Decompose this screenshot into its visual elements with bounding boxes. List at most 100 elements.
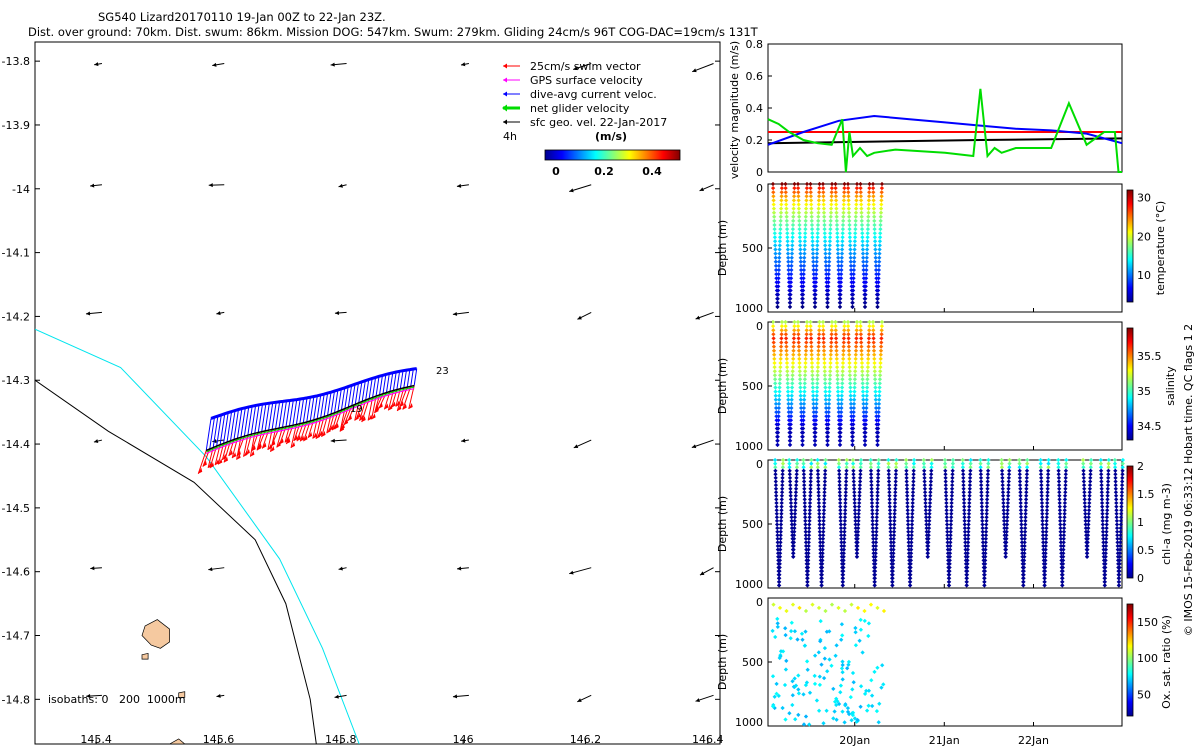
swim-vector-head bbox=[334, 423, 339, 430]
swim-vector-head bbox=[250, 450, 255, 457]
profile-point bbox=[848, 393, 853, 398]
profile-point bbox=[773, 482, 779, 488]
profile-point bbox=[870, 525, 875, 531]
profile-point bbox=[853, 344, 859, 349]
profile-point bbox=[876, 267, 882, 273]
oxygen-point bbox=[778, 649, 784, 654]
profile-point bbox=[923, 511, 929, 516]
profile-point bbox=[1105, 482, 1111, 488]
profile-point bbox=[865, 377, 870, 382]
sfc-velocity-arrow-head bbox=[334, 310, 340, 315]
profile-point bbox=[797, 373, 803, 378]
profile-point bbox=[840, 373, 845, 378]
profile-point bbox=[1099, 472, 1104, 477]
profile-point bbox=[892, 497, 898, 502]
profile-point bbox=[776, 276, 781, 281]
profile-point bbox=[778, 369, 783, 374]
profile-point bbox=[837, 486, 842, 491]
profile-point bbox=[777, 579, 782, 585]
profile-point bbox=[1021, 579, 1026, 585]
profile-point bbox=[823, 243, 828, 248]
profile-point bbox=[844, 475, 849, 481]
profile-point bbox=[1022, 543, 1027, 549]
profile-point bbox=[791, 540, 797, 545]
legend-item-swim: 25cm/s swim vector bbox=[503, 60, 641, 73]
profile-point bbox=[966, 508, 972, 513]
profile-point bbox=[864, 393, 869, 398]
profile-point bbox=[797, 231, 802, 236]
profile-point bbox=[1019, 543, 1025, 549]
profile-point bbox=[978, 468, 983, 473]
profile-point bbox=[877, 239, 883, 244]
oxygen-point bbox=[858, 684, 864, 689]
profile-point bbox=[838, 504, 843, 509]
profile-point bbox=[771, 202, 776, 207]
profile-point bbox=[873, 385, 878, 390]
oxygen-point bbox=[812, 681, 818, 687]
profile-point bbox=[778, 344, 784, 349]
profile-point bbox=[869, 504, 875, 509]
profile-point bbox=[809, 364, 815, 370]
profile-point bbox=[826, 414, 831, 419]
profile-point bbox=[821, 344, 827, 349]
profile-point bbox=[868, 468, 874, 473]
profile-point bbox=[798, 389, 803, 394]
profile-point bbox=[848, 247, 853, 252]
profile-point bbox=[844, 457, 849, 463]
profile-point bbox=[865, 235, 870, 240]
profile-point bbox=[826, 401, 832, 407]
profile-point bbox=[1062, 500, 1068, 506]
map-ytick-label: -14.6 bbox=[2, 566, 30, 579]
profile-point bbox=[864, 263, 869, 269]
oxygen-point bbox=[796, 712, 801, 718]
profile-point bbox=[950, 468, 955, 473]
profile-point bbox=[909, 525, 915, 531]
profile-point bbox=[874, 511, 880, 516]
profile-point bbox=[865, 373, 870, 378]
profile-point bbox=[866, 206, 871, 211]
profile-point bbox=[1115, 529, 1120, 534]
profile-point bbox=[1022, 547, 1027, 552]
profile-point bbox=[801, 461, 806, 466]
profile-point bbox=[829, 190, 834, 195]
profile-point bbox=[826, 276, 831, 281]
profile-point bbox=[840, 369, 845, 374]
profile-point bbox=[1106, 461, 1111, 466]
profile-point bbox=[948, 536, 953, 541]
profile-point bbox=[905, 500, 910, 506]
map-ytick-label: -14.4 bbox=[2, 438, 30, 451]
profile-point bbox=[779, 181, 785, 187]
profile-point bbox=[1018, 500, 1023, 506]
profile-point bbox=[802, 397, 807, 402]
velocity-ytick-label: 0 bbox=[756, 166, 763, 179]
profile-point bbox=[1120, 465, 1125, 470]
profile-point bbox=[853, 231, 858, 236]
profile-point bbox=[868, 465, 874, 470]
profile-point bbox=[1044, 515, 1049, 520]
profile-point bbox=[908, 576, 913, 581]
profile-point bbox=[878, 364, 883, 370]
profile-point bbox=[816, 336, 822, 341]
oxygen-point bbox=[803, 608, 809, 614]
profile-point bbox=[949, 508, 954, 513]
profile-point bbox=[789, 405, 794, 411]
colorbar-tick-label: 34.5 bbox=[1137, 420, 1162, 433]
profile-point bbox=[1044, 511, 1050, 516]
profile-point bbox=[950, 482, 955, 488]
profile-point bbox=[1058, 536, 1063, 541]
profile-point bbox=[817, 529, 822, 534]
profile-point bbox=[813, 414, 819, 419]
profile-point bbox=[1114, 525, 1120, 531]
profile-point bbox=[810, 369, 815, 374]
profile-point bbox=[841, 202, 846, 207]
profile-point bbox=[778, 536, 783, 541]
profile-point bbox=[829, 194, 834, 199]
profile-point bbox=[825, 442, 830, 448]
profile-point bbox=[816, 198, 822, 203]
profile-point bbox=[863, 300, 868, 305]
profile-point bbox=[814, 405, 819, 411]
profile-point bbox=[838, 276, 844, 281]
profile-point bbox=[802, 490, 807, 495]
profile-point bbox=[867, 190, 872, 195]
profile-point bbox=[966, 518, 971, 524]
